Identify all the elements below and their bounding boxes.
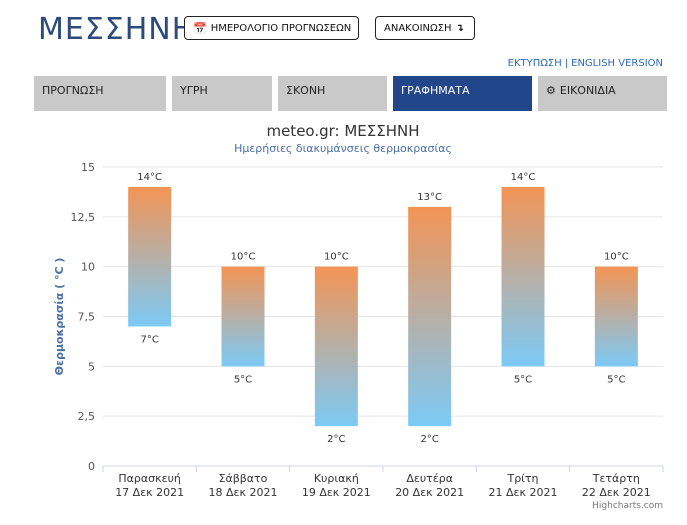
tab-charts[interactable]: ΓΡΑΦΗΜΑΤΑ xyxy=(393,76,532,111)
temperature-bar xyxy=(501,186,545,367)
y-tick-label: 10 xyxy=(81,261,95,274)
y-tick-label: 12,5 xyxy=(71,211,96,224)
announcement-button[interactable]: ΑΝΑΚΟΙΝΩΣΗ ↴ xyxy=(375,16,475,40)
tab-bar: ΠΡΟΓΝΩΣΗ ΥΓΡΗ ΣΚΟΝΗ ΓΡΑΦΗΜΑΤΑ ⚙ ΕΙΚΟΝΙΔΙΑ xyxy=(34,76,667,111)
temperature-bar xyxy=(594,266,638,367)
tab-forecast-label: ΠΡΟΓΝΩΣΗ xyxy=(42,84,104,97)
x-category-date: 17 Δεκ 2021 xyxy=(115,486,184,499)
english-version-link[interactable]: ENGLISH VERSION xyxy=(571,58,663,69)
calendar-button-label: ΗΜΕΡΟΛΟΓΙΟ ΠΡΟΓΝΩΣΕΩΝ xyxy=(210,22,352,34)
link-separator: | xyxy=(564,58,569,69)
x-category-day: Παρασκευή xyxy=(118,472,181,485)
x-category-date: 22 Δεκ 2021 xyxy=(582,486,651,499)
low-temp-label: 2°C xyxy=(327,434,345,445)
high-temp-label: 10°C xyxy=(604,252,629,263)
calendar-icon: 📅 xyxy=(193,21,207,35)
x-category-date: 20 Δεκ 2021 xyxy=(395,486,464,499)
city-title: ΜΕΣΣΗΝΗ xyxy=(38,12,196,47)
temperature-bar xyxy=(408,206,452,427)
low-temp-label: 5°C xyxy=(234,374,252,385)
tab-icons-label: ΕΙΚΟΝΙΔΙΑ xyxy=(559,84,616,97)
high-temp-label: 10°C xyxy=(231,252,256,263)
x-category-day: Κυριακή xyxy=(314,472,359,485)
high-temp-label: 14°C xyxy=(511,172,536,183)
low-temp-label: 7°C xyxy=(140,334,158,345)
y-tick-label: 7,5 xyxy=(78,311,96,324)
announcement-button-label: ΑΝΑΚΟΙΝΩΣΗ xyxy=(384,22,452,34)
tab-forecast[interactable]: ΠΡΟΓΝΩΣΗ xyxy=(34,76,166,111)
highcharts-credit[interactable]: Highcharts.com xyxy=(592,501,663,511)
x-category-date: 21 Δεκ 2021 xyxy=(489,486,558,499)
x-category-day: Δευτέρα xyxy=(406,472,453,485)
low-temp-label: 5°C xyxy=(514,374,532,385)
y-tick-label: 15 xyxy=(81,161,95,174)
low-temp-label: 5°C xyxy=(607,374,625,385)
tab-humidity[interactable]: ΥΓΡΗ xyxy=(172,76,272,111)
x-category-day: Σάββατο xyxy=(219,472,268,485)
tab-humidity-label: ΥΓΡΗ xyxy=(180,84,208,97)
tab-icons[interactable]: ⚙ ΕΙΚΟΝΙΔΙΑ xyxy=(538,76,667,111)
y-tick-label: 5 xyxy=(88,360,95,373)
chart-title: meteo.gr: ΜΕΣΣΗΝΗ xyxy=(266,122,419,140)
x-category-date: 18 Δεκ 2021 xyxy=(209,486,278,499)
x-category-day: Τετάρτη xyxy=(592,472,640,485)
temperature-chart: meteo.gr: ΜΕΣΣΗΝΗ Ημερήσιες διακυμάνσεις … xyxy=(53,122,664,499)
high-temp-label: 10°C xyxy=(324,252,349,263)
arrow-down-icon: ↴ xyxy=(455,22,464,34)
temperature-bar xyxy=(128,186,172,327)
tab-dust[interactable]: ΣΚΟΝΗ xyxy=(278,76,387,111)
header-links: ΕΚΤΥΠΩΣΗ | ENGLISH VERSION xyxy=(508,58,663,69)
temperature-bar xyxy=(221,266,265,367)
temperature-bar xyxy=(314,266,358,427)
calendar-button[interactable]: 📅 ΗΜΕΡΟΛΟΓΙΟ ΠΡΟΓΝΩΣΕΩΝ xyxy=(184,16,359,40)
y-tick-label: 2,5 xyxy=(78,410,96,423)
tab-charts-label: ΓΡΑΦΗΜΑΤΑ xyxy=(401,84,470,97)
high-temp-label: 14°C xyxy=(137,172,162,183)
high-temp-label: 13°C xyxy=(417,192,442,203)
print-link[interactable]: ΕΚΤΥΠΩΣΗ xyxy=(507,58,562,69)
y-tick-label: 0 xyxy=(88,460,95,473)
x-category-day: Τρίτη xyxy=(506,472,538,485)
low-temp-label: 2°C xyxy=(420,434,438,445)
x-category-date: 19 Δεκ 2021 xyxy=(302,486,371,499)
chart-subtitle: Ημερήσιες διακυμάνσεις θερμοκρασίας xyxy=(234,142,452,155)
y-axis-title: Θερμοκρασία ( °C ) xyxy=(53,258,66,376)
gear-icon: ⚙ xyxy=(546,84,556,97)
tab-dust-label: ΣΚΟΝΗ xyxy=(286,84,326,97)
